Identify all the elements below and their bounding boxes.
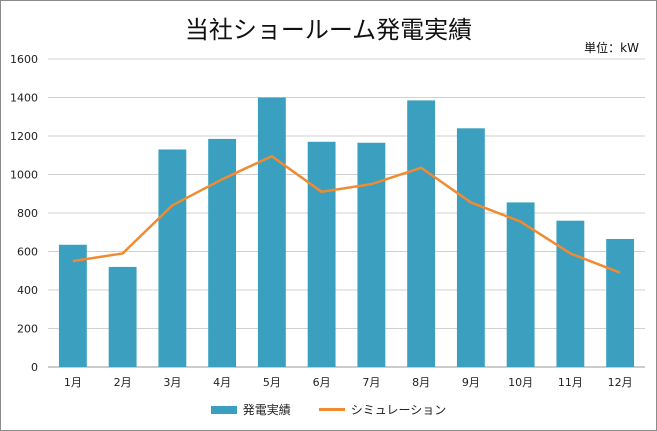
- bar-4: [208, 138, 237, 367]
- bar-6: [307, 141, 336, 367]
- x-tick-label-4: 4月: [213, 376, 231, 389]
- bar-9: [456, 128, 485, 367]
- y-tick-label-3: 600: [17, 246, 38, 259]
- x-tick-label-1: 1月: [64, 376, 82, 389]
- y-tick-label-6: 1200: [10, 130, 38, 143]
- chart-title: 当社ショールーム発電実績: [184, 16, 473, 44]
- bar-7: [357, 142, 386, 367]
- x-tick-label-11: 11月: [558, 376, 583, 389]
- bar-1: [58, 244, 87, 367]
- y-tick-label-0: 0: [31, 361, 38, 374]
- x-tick-label-2: 2月: [114, 376, 132, 389]
- x-tick-label-7: 7月: [362, 376, 380, 389]
- x-tick-label-12: 12月: [608, 376, 633, 389]
- y-tick-label-2: 400: [17, 284, 38, 297]
- unit-label: 単位：kW: [584, 41, 639, 55]
- bar-2: [108, 266, 137, 367]
- legend-swatch-simulation: [318, 408, 345, 411]
- y-tick-label-1: 200: [17, 323, 38, 336]
- x-tick-label-8: 8月: [412, 376, 430, 389]
- bar-11: [556, 220, 585, 367]
- y-tick-label-7: 1400: [10, 92, 38, 105]
- bar-10: [506, 202, 535, 367]
- x-tick-label-3: 3月: [163, 376, 181, 389]
- legend-swatch-actual: [210, 405, 237, 414]
- y-tick-label-4: 800: [17, 207, 38, 220]
- bar-5: [257, 97, 286, 367]
- legend-label-simulation: シミュレーション: [350, 403, 447, 417]
- y-tick-label-5: 1000: [10, 169, 38, 182]
- legend-item-simulation: シミュレーション: [318, 401, 447, 418]
- legend-label-actual: 発電実績: [242, 403, 291, 417]
- y-tick-label-8: 1600: [10, 53, 38, 66]
- legend: 発電実績 シミュレーション: [0, 401, 657, 418]
- x-tick-label-10: 10月: [508, 376, 533, 389]
- simulation-line: [72, 154, 621, 274]
- x-tick-label-6: 6月: [313, 376, 331, 389]
- bar-3: [158, 149, 187, 367]
- legend-item-actual: 発電実績: [210, 401, 291, 418]
- x-tick-label-5: 5月: [263, 376, 281, 389]
- bar-8: [407, 100, 436, 367]
- bar-12: [606, 238, 635, 367]
- x-tick-label-9: 9月: [462, 376, 480, 389]
